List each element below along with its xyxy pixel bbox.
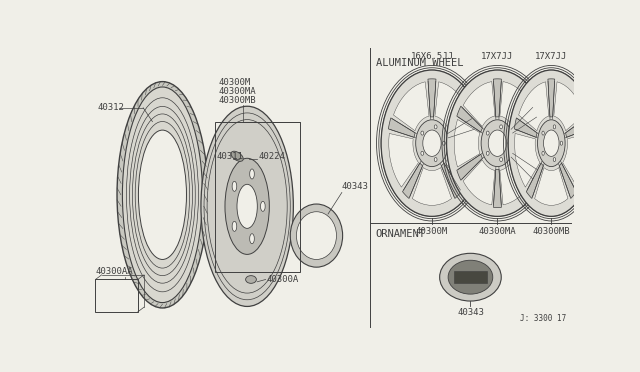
Text: 40300MB: 40300MB — [532, 227, 570, 236]
Polygon shape — [513, 154, 538, 180]
Polygon shape — [559, 163, 576, 199]
Ellipse shape — [435, 125, 437, 129]
Ellipse shape — [225, 158, 269, 254]
Polygon shape — [428, 79, 436, 117]
Ellipse shape — [448, 260, 493, 294]
Ellipse shape — [560, 141, 563, 145]
Ellipse shape — [442, 141, 445, 145]
Bar — [95, 279, 138, 312]
Ellipse shape — [542, 151, 544, 155]
Polygon shape — [442, 163, 461, 199]
Text: 17X7JJ: 17X7JJ — [535, 52, 568, 61]
Text: 40300M: 40300M — [416, 227, 448, 236]
Ellipse shape — [232, 181, 237, 191]
Bar — [215, 122, 300, 272]
Ellipse shape — [246, 276, 257, 283]
Polygon shape — [394, 82, 429, 131]
Text: 16X6.5JJ: 16X6.5JJ — [410, 52, 454, 61]
Ellipse shape — [421, 151, 424, 155]
Polygon shape — [454, 119, 480, 167]
Polygon shape — [445, 134, 475, 187]
Polygon shape — [554, 82, 584, 131]
Ellipse shape — [296, 212, 337, 260]
Ellipse shape — [553, 125, 556, 129]
Polygon shape — [500, 81, 532, 126]
Ellipse shape — [381, 70, 483, 217]
Ellipse shape — [237, 184, 257, 228]
Polygon shape — [548, 79, 555, 117]
Polygon shape — [463, 81, 495, 126]
Ellipse shape — [486, 131, 489, 135]
Ellipse shape — [423, 130, 441, 156]
Ellipse shape — [138, 130, 186, 260]
Text: 40300AA: 40300AA — [95, 267, 133, 276]
Ellipse shape — [201, 106, 293, 307]
Polygon shape — [493, 169, 501, 208]
Ellipse shape — [500, 125, 502, 129]
Ellipse shape — [250, 234, 254, 244]
Ellipse shape — [508, 141, 511, 145]
Polygon shape — [449, 118, 476, 137]
Polygon shape — [513, 106, 538, 132]
Bar — [454, 271, 488, 283]
Text: ALUMINUM WHEEL: ALUMINUM WHEEL — [376, 58, 463, 68]
Ellipse shape — [488, 130, 506, 156]
Text: 40300MA: 40300MA — [219, 87, 256, 96]
Text: 40300MA: 40300MA — [479, 227, 516, 236]
Ellipse shape — [481, 120, 514, 167]
Ellipse shape — [486, 151, 489, 155]
Text: 40312: 40312 — [97, 103, 124, 112]
Ellipse shape — [435, 157, 437, 161]
Text: 40224: 40224 — [259, 152, 285, 161]
Polygon shape — [403, 163, 422, 199]
Polygon shape — [493, 79, 501, 117]
Polygon shape — [526, 163, 543, 199]
Polygon shape — [566, 118, 588, 137]
Ellipse shape — [500, 157, 502, 161]
Ellipse shape — [250, 169, 254, 179]
Ellipse shape — [440, 253, 501, 301]
Ellipse shape — [231, 151, 243, 161]
Ellipse shape — [232, 221, 237, 231]
Ellipse shape — [421, 131, 424, 135]
Ellipse shape — [508, 70, 595, 217]
Polygon shape — [388, 118, 415, 137]
Polygon shape — [518, 82, 548, 131]
Ellipse shape — [260, 201, 265, 211]
Polygon shape — [534, 168, 568, 205]
Text: 40300MB: 40300MB — [219, 96, 256, 105]
Polygon shape — [457, 154, 483, 180]
Polygon shape — [412, 168, 452, 205]
Text: 40343: 40343 — [457, 308, 484, 317]
Polygon shape — [463, 160, 495, 205]
Polygon shape — [515, 134, 540, 187]
Text: 40300A: 40300A — [266, 275, 299, 284]
Ellipse shape — [291, 204, 342, 267]
Polygon shape — [500, 160, 532, 205]
Polygon shape — [435, 82, 470, 131]
Text: 40311: 40311 — [216, 152, 243, 161]
Ellipse shape — [538, 120, 565, 167]
Polygon shape — [457, 106, 483, 132]
Ellipse shape — [447, 70, 548, 217]
Text: 40343: 40343 — [342, 182, 369, 192]
Polygon shape — [563, 134, 588, 187]
Ellipse shape — [543, 130, 559, 156]
Text: ORNAMENT: ORNAMENT — [376, 230, 426, 240]
Text: 40300M: 40300M — [219, 78, 251, 87]
Polygon shape — [389, 134, 419, 187]
Ellipse shape — [542, 131, 544, 135]
Ellipse shape — [117, 81, 208, 308]
Text: J: 3300 17: J: 3300 17 — [520, 314, 566, 323]
Polygon shape — [515, 119, 541, 167]
Ellipse shape — [553, 157, 556, 161]
Ellipse shape — [416, 120, 448, 167]
Polygon shape — [515, 118, 537, 137]
Ellipse shape — [122, 87, 202, 302]
Text: 17X7JJ: 17X7JJ — [481, 52, 513, 61]
